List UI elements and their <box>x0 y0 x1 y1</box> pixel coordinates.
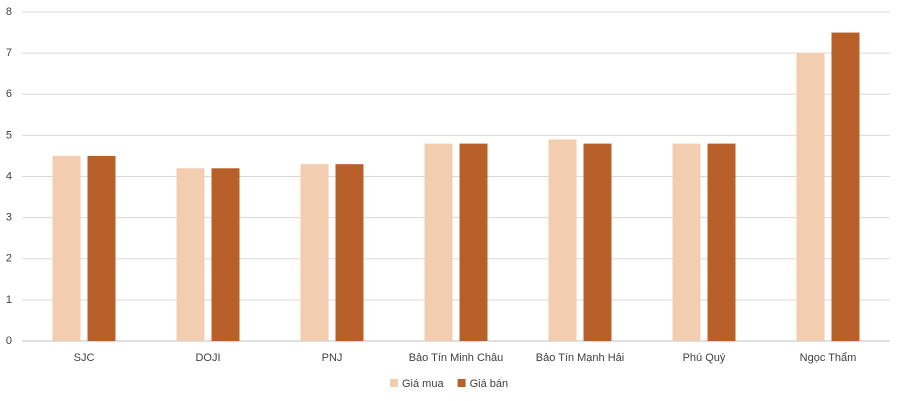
bar <box>831 32 860 341</box>
y-tick-label: 0 <box>6 335 12 347</box>
x-tick-label: Bảo Tín Mạnh Hải <box>536 352 624 364</box>
x-tick-label: DOJI <box>195 352 220 364</box>
legend-label: Giá mua <box>402 378 444 390</box>
bar <box>548 139 577 341</box>
y-tick-label: 4 <box>6 170 12 182</box>
bar <box>335 164 364 341</box>
x-tick-label: PNJ <box>322 352 343 364</box>
bar <box>211 168 240 341</box>
legend-label: Giá bán <box>470 378 509 390</box>
bar <box>796 53 825 341</box>
x-tick-label: Ngọc Thẩm <box>800 352 857 364</box>
y-tick-label: 8 <box>6 6 12 18</box>
y-tick-label: 7 <box>6 47 12 59</box>
bar <box>52 155 81 341</box>
bar <box>583 143 612 341</box>
bar <box>672 143 701 341</box>
bar <box>459 143 488 341</box>
y-tick-label: 3 <box>6 212 12 224</box>
y-tick-label: 6 <box>6 88 12 100</box>
legend-swatch <box>457 379 466 387</box>
y-tick-label: 1 <box>6 294 12 306</box>
bar <box>176 168 205 341</box>
y-tick-label: 5 <box>6 129 12 141</box>
x-tick-label: Phú Quý <box>683 352 726 364</box>
x-tick-label: Bảo Tín Minh Châu <box>409 352 504 364</box>
x-tick-label: SJC <box>74 352 95 364</box>
bar <box>707 143 736 341</box>
bar <box>424 143 453 341</box>
y-tick-label: 2 <box>6 253 12 265</box>
legend-swatch <box>390 379 398 387</box>
bar <box>87 155 116 341</box>
bar <box>300 164 329 341</box>
